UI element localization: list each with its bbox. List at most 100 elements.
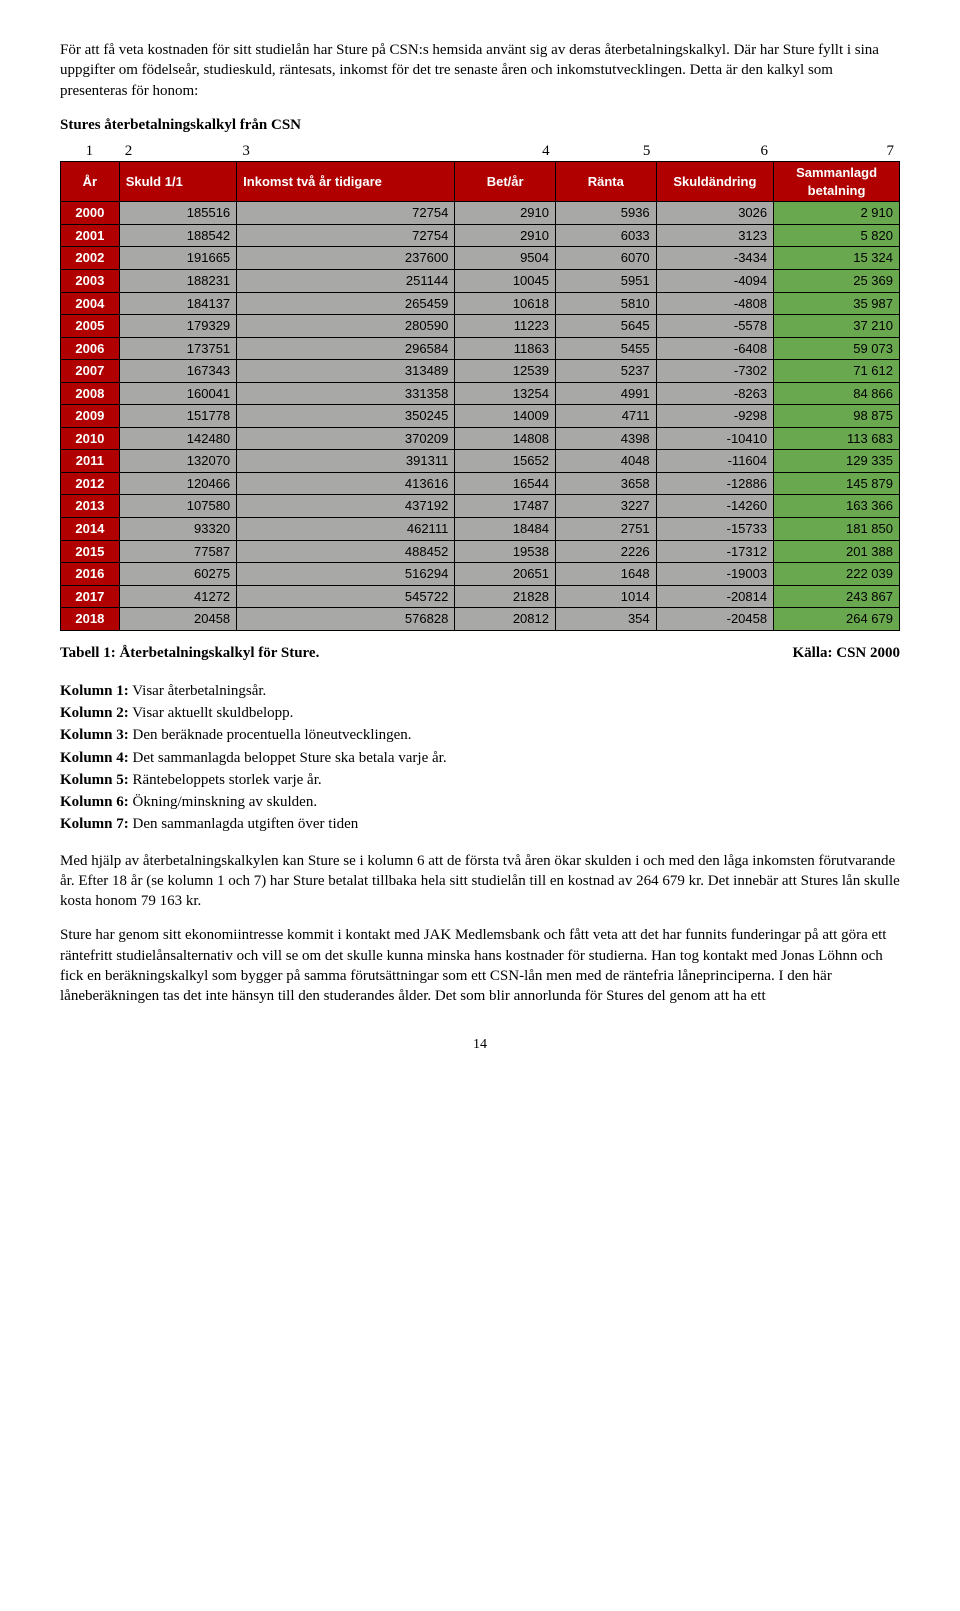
data-cell: 237600 (237, 247, 455, 270)
year-cell: 2005 (61, 315, 120, 338)
data-cell: 1014 (555, 585, 656, 608)
data-cell: 437192 (237, 495, 455, 518)
data-cell: 516294 (237, 563, 455, 586)
data-cell: -20458 (656, 608, 773, 631)
data-cell: 142480 (119, 427, 236, 450)
data-cell: 201 388 (774, 540, 900, 563)
intro-paragraph: För att få veta kostnaden för sitt studi… (60, 40, 900, 101)
year-cell: 2006 (61, 337, 120, 360)
year-cell: 2016 (61, 563, 120, 586)
data-cell: 77587 (119, 540, 236, 563)
data-cell: 12539 (455, 360, 556, 383)
data-cell: 107580 (119, 495, 236, 518)
data-cell: 296584 (237, 337, 455, 360)
data-cell: 350245 (237, 405, 455, 428)
num-header-cell: 2 (119, 141, 237, 161)
year-cell: 2012 (61, 472, 120, 495)
data-cell: 4991 (555, 382, 656, 405)
data-cell: -8263 (656, 382, 773, 405)
kolumn-line: Kolumn 3: Den beräknade procentuella lön… (60, 725, 900, 745)
table-header-cell: Ränta (555, 162, 656, 202)
year-cell: 2004 (61, 292, 120, 315)
table-row: 20182045857682820812354-20458264 679 (61, 608, 900, 631)
body-p2: Med hjälp av återbetalningskalkylen kan … (60, 851, 900, 912)
data-cell: 5645 (555, 315, 656, 338)
kolumn-line: Kolumn 2: Visar aktuellt skuldbelopp. (60, 703, 900, 723)
table-row: 2011132070391311156524048-11604129 335 (61, 450, 900, 473)
data-cell: 59 073 (774, 337, 900, 360)
year-cell: 2000 (61, 202, 120, 225)
data-cell: -10410 (656, 427, 773, 450)
data-cell: 3123 (656, 224, 773, 247)
table-row: 201660275516294206511648-19003222 039 (61, 563, 900, 586)
data-cell: 4048 (555, 450, 656, 473)
data-cell: 98 875 (774, 405, 900, 428)
data-cell: 5936 (555, 202, 656, 225)
table-row: 2005179329280590112235645-557837 210 (61, 315, 900, 338)
year-cell: 2015 (61, 540, 120, 563)
data-cell: -3434 (656, 247, 773, 270)
table-row: 2004184137265459106185810-480835 987 (61, 292, 900, 315)
data-cell: 265459 (237, 292, 455, 315)
table-row: 2010142480370209148084398-10410113 683 (61, 427, 900, 450)
year-cell: 2011 (61, 450, 120, 473)
data-cell: 15652 (455, 450, 556, 473)
kolumn-line: Kolumn 5: Räntebeloppets storlek varje å… (60, 770, 900, 790)
kolumn-text: Räntebeloppets storlek varje år. (129, 772, 322, 788)
data-cell: 13254 (455, 382, 556, 405)
data-cell: 163 366 (774, 495, 900, 518)
kolumn-line: Kolumn 4: Det sammanlagda beloppet Sture… (60, 748, 900, 768)
year-cell: 2007 (61, 360, 120, 383)
data-cell: 188542 (119, 224, 236, 247)
data-cell: 20812 (455, 608, 556, 631)
data-cell: -7302 (656, 360, 773, 383)
data-cell: 10045 (455, 269, 556, 292)
data-cell: 93320 (119, 518, 236, 541)
year-cell: 2002 (61, 247, 120, 270)
table-row: 2008160041331358132544991-826384 866 (61, 382, 900, 405)
data-cell: 17487 (455, 495, 556, 518)
data-cell: 5951 (555, 269, 656, 292)
data-cell: 132070 (119, 450, 236, 473)
data-cell: 331358 (237, 382, 455, 405)
data-cell: 179329 (119, 315, 236, 338)
year-cell: 2018 (61, 608, 120, 631)
data-cell: 84 866 (774, 382, 900, 405)
data-cell: 145 879 (774, 472, 900, 495)
data-cell: 4398 (555, 427, 656, 450)
year-cell: 2008 (61, 382, 120, 405)
data-cell: 2910 (455, 224, 556, 247)
kolumn-line: Kolumn 7: Den sammanlagda utgiften över … (60, 814, 900, 834)
data-cell: 2910 (455, 202, 556, 225)
data-cell: 1648 (555, 563, 656, 586)
kolumn-label: Kolumn 5: (60, 772, 129, 788)
caption-text: Återbetalningskalkyl för Sture. (116, 645, 320, 661)
table-row: 201741272545722218281014-20814243 867 (61, 585, 900, 608)
data-cell: 11863 (455, 337, 556, 360)
table-row: 200219166523760095046070-343415 324 (61, 247, 900, 270)
kolumn-label: Kolumn 7: (60, 816, 129, 832)
kolumn-label: Kolumn 4: (60, 750, 129, 766)
data-cell: 72754 (237, 224, 455, 247)
data-cell: -4094 (656, 269, 773, 292)
data-cell: -4808 (656, 292, 773, 315)
data-cell: 243 867 (774, 585, 900, 608)
data-cell: 21828 (455, 585, 556, 608)
data-cell: 488452 (237, 540, 455, 563)
kolumn-text: Den beräknade procentuella löneutvecklin… (129, 727, 412, 743)
year-cell: 2010 (61, 427, 120, 450)
page-number: 14 (60, 1036, 900, 1055)
data-cell: 14009 (455, 405, 556, 428)
data-cell: 181 850 (774, 518, 900, 541)
data-cell: 173751 (119, 337, 236, 360)
data-cell: 2226 (555, 540, 656, 563)
data-cell: 6033 (555, 224, 656, 247)
data-cell: 5237 (555, 360, 656, 383)
num-header-cell: 4 (455, 141, 556, 161)
data-cell: -17312 (656, 540, 773, 563)
data-cell: 5 820 (774, 224, 900, 247)
year-cell: 2017 (61, 585, 120, 608)
data-cell: 185516 (119, 202, 236, 225)
num-header-cell: 5 (556, 141, 657, 161)
data-cell: 35 987 (774, 292, 900, 315)
